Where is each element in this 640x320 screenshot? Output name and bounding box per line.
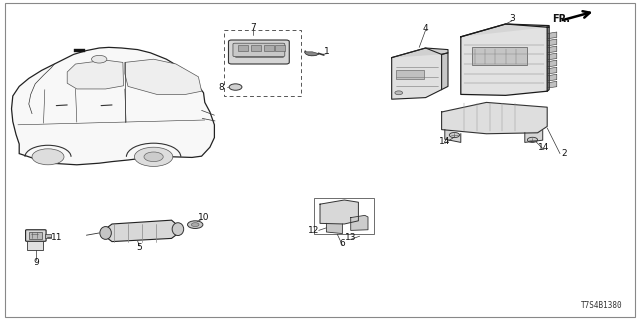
Text: 14: 14 <box>439 137 451 146</box>
Bar <box>224 30 301 96</box>
Polygon shape <box>125 59 202 94</box>
Polygon shape <box>547 39 557 46</box>
Text: 2: 2 <box>562 149 567 158</box>
Polygon shape <box>547 46 557 53</box>
Polygon shape <box>461 24 549 37</box>
Polygon shape <box>67 60 124 89</box>
Bar <box>29 232 42 239</box>
Circle shape <box>32 149 64 165</box>
Polygon shape <box>392 48 448 58</box>
Polygon shape <box>442 53 448 90</box>
Polygon shape <box>392 48 442 99</box>
Wedge shape <box>305 52 319 56</box>
Bar <box>27 241 43 250</box>
Text: 12: 12 <box>308 226 319 235</box>
Ellipse shape <box>100 227 111 239</box>
Text: 13: 13 <box>345 233 356 242</box>
Bar <box>314 198 374 234</box>
Polygon shape <box>547 74 557 81</box>
Bar <box>472 47 527 65</box>
FancyBboxPatch shape <box>26 230 46 241</box>
Circle shape <box>92 55 107 63</box>
Polygon shape <box>445 130 461 142</box>
Polygon shape <box>547 60 557 67</box>
Polygon shape <box>351 215 368 230</box>
Polygon shape <box>12 47 214 165</box>
Bar <box>396 70 424 79</box>
Bar <box>251 45 261 51</box>
Polygon shape <box>442 102 547 134</box>
FancyBboxPatch shape <box>233 43 285 57</box>
Bar <box>45 234 51 238</box>
Polygon shape <box>106 220 178 242</box>
Text: FR.: FR. <box>552 14 570 24</box>
Polygon shape <box>525 131 543 142</box>
Polygon shape <box>547 53 557 60</box>
FancyBboxPatch shape <box>228 40 289 64</box>
Polygon shape <box>547 27 549 91</box>
Circle shape <box>144 152 163 162</box>
Circle shape <box>395 91 403 95</box>
Text: 9: 9 <box>33 258 38 267</box>
Bar <box>275 45 285 51</box>
Circle shape <box>188 221 203 228</box>
Text: 4: 4 <box>423 24 428 33</box>
Polygon shape <box>547 67 557 74</box>
Bar <box>264 45 274 51</box>
Text: 3: 3 <box>509 14 515 23</box>
Bar <box>238 45 248 51</box>
Polygon shape <box>547 81 557 88</box>
Circle shape <box>191 223 199 227</box>
Polygon shape <box>547 32 557 39</box>
Text: 5: 5 <box>137 244 142 252</box>
Text: 11: 11 <box>51 233 62 242</box>
Polygon shape <box>320 200 358 224</box>
Ellipse shape <box>172 223 184 236</box>
Text: 1: 1 <box>324 47 329 56</box>
Text: 14: 14 <box>538 143 550 152</box>
Bar <box>74 49 85 52</box>
Circle shape <box>527 137 538 142</box>
Circle shape <box>449 132 460 138</box>
Polygon shape <box>326 223 342 234</box>
Circle shape <box>229 84 242 90</box>
Text: 6: 6 <box>340 239 345 248</box>
Text: 8: 8 <box>218 83 223 92</box>
Text: 10: 10 <box>198 213 209 222</box>
Polygon shape <box>461 24 547 95</box>
Text: 7: 7 <box>250 23 255 32</box>
Text: T7S4B1380: T7S4B1380 <box>580 301 622 310</box>
Circle shape <box>134 147 173 166</box>
